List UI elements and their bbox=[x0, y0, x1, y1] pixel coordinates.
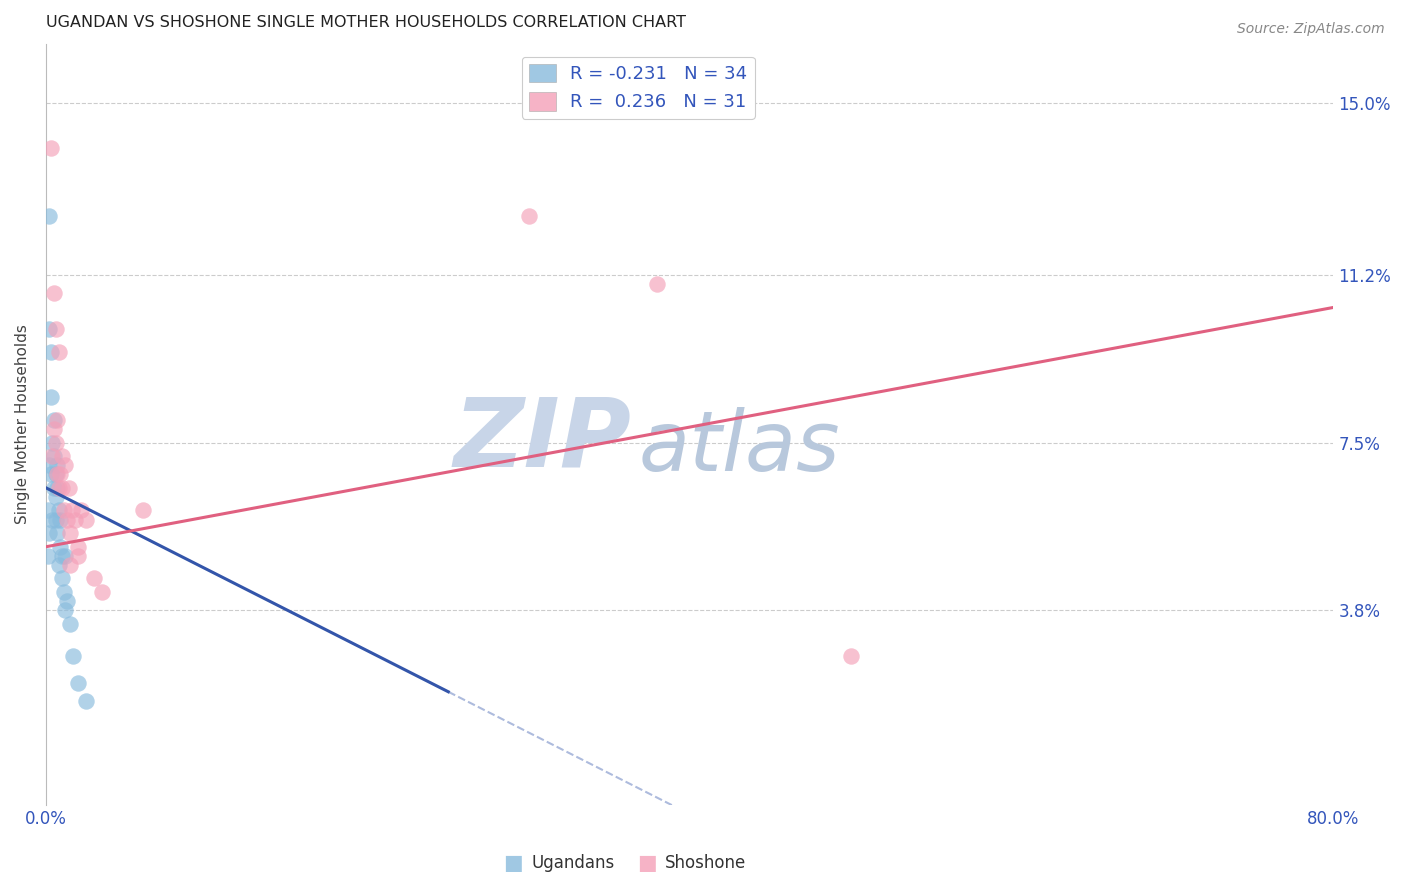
Point bbox=[48, 558, 70, 572]
Text: Source: ZipAtlas.com: Source: ZipAtlas.com bbox=[1237, 22, 1385, 37]
Point bbox=[67, 540, 90, 554]
Point bbox=[39, 390, 62, 404]
Text: atlas: atlas bbox=[638, 407, 839, 488]
Point bbox=[60, 503, 83, 517]
Point bbox=[45, 467, 67, 482]
Text: UGANDAN VS SHOSHONE SINGLE MOTHER HOUSEHOLDS CORRELATION CHART: UGANDAN VS SHOSHONE SINGLE MOTHER HOUSEH… bbox=[46, 15, 686, 30]
Point bbox=[56, 512, 79, 526]
Point bbox=[647, 277, 669, 291]
Point bbox=[42, 422, 65, 436]
Point bbox=[38, 322, 60, 336]
Point bbox=[37, 549, 59, 563]
Point bbox=[49, 467, 72, 482]
Point bbox=[45, 435, 67, 450]
Point bbox=[83, 572, 105, 586]
Point bbox=[46, 413, 69, 427]
Point bbox=[48, 481, 70, 495]
Point bbox=[70, 503, 93, 517]
Point bbox=[37, 503, 59, 517]
Point bbox=[131, 503, 153, 517]
Point bbox=[517, 209, 540, 223]
Point bbox=[39, 344, 62, 359]
Point bbox=[38, 209, 60, 223]
Point bbox=[41, 449, 63, 463]
Point bbox=[39, 141, 62, 155]
Point bbox=[67, 675, 90, 690]
Legend: R = -0.231   N = 34, R =  0.236   N = 31: R = -0.231 N = 34, R = 0.236 N = 31 bbox=[522, 56, 755, 119]
Point bbox=[58, 481, 80, 495]
Point bbox=[63, 512, 86, 526]
Point bbox=[53, 549, 76, 563]
Point bbox=[49, 512, 72, 526]
Point bbox=[839, 648, 862, 663]
Point bbox=[48, 503, 70, 517]
Point bbox=[53, 603, 76, 617]
Point bbox=[49, 540, 72, 554]
Point bbox=[42, 413, 65, 427]
Point bbox=[39, 467, 62, 482]
Point bbox=[75, 512, 97, 526]
Text: ■: ■ bbox=[503, 854, 523, 873]
Point bbox=[59, 526, 82, 541]
Point bbox=[41, 435, 63, 450]
Point bbox=[51, 481, 73, 495]
Point bbox=[51, 449, 73, 463]
Text: Ugandans: Ugandans bbox=[531, 855, 614, 872]
Point bbox=[52, 585, 75, 599]
Point bbox=[41, 512, 63, 526]
Point bbox=[51, 549, 73, 563]
Point bbox=[46, 467, 69, 482]
Point bbox=[45, 322, 67, 336]
Point bbox=[52, 503, 75, 517]
Point bbox=[46, 481, 69, 495]
Point bbox=[48, 344, 70, 359]
Point bbox=[67, 549, 90, 563]
Point bbox=[42, 481, 65, 495]
Point bbox=[75, 694, 97, 708]
Y-axis label: Single Mother Households: Single Mother Households bbox=[15, 325, 30, 524]
Point bbox=[42, 285, 65, 300]
Point bbox=[45, 512, 67, 526]
Point bbox=[59, 558, 82, 572]
Point bbox=[38, 458, 60, 472]
Point bbox=[45, 490, 67, 504]
Text: ■: ■ bbox=[637, 854, 657, 873]
Text: Shoshone: Shoshone bbox=[665, 855, 747, 872]
Text: ZIP: ZIP bbox=[454, 393, 631, 486]
Point bbox=[38, 526, 60, 541]
Point bbox=[59, 616, 82, 631]
Point bbox=[46, 526, 69, 541]
Point bbox=[46, 458, 69, 472]
Point bbox=[53, 458, 76, 472]
Point bbox=[91, 585, 114, 599]
Point bbox=[56, 594, 79, 608]
Point bbox=[42, 449, 65, 463]
Point bbox=[51, 572, 73, 586]
Point bbox=[62, 648, 84, 663]
